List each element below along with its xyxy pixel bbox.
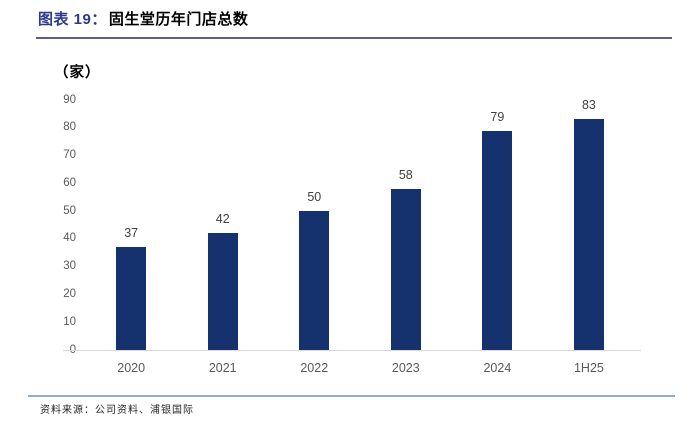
y-axis-unit-label: （家） bbox=[54, 65, 101, 81]
bar-2023 bbox=[390, 188, 421, 350]
x-tick-label: 2021 bbox=[208, 361, 237, 375]
x-tick-label: 2024 bbox=[483, 361, 512, 375]
bar-value-label: 37 bbox=[124, 226, 139, 241]
bar-value-label: 83 bbox=[581, 98, 596, 113]
y-tick-label: 0 bbox=[36, 343, 76, 358]
y-tick-label: 40 bbox=[63, 232, 76, 245]
header-divider bbox=[36, 37, 672, 39]
y-tick-label: 30 bbox=[63, 260, 76, 273]
y-tick-label: 70 bbox=[63, 149, 76, 162]
figure-title-text: 固生堂历年门店总数 bbox=[108, 11, 249, 28]
figure-title: 图表 19： 固生堂历年门店总数 bbox=[38, 8, 248, 29]
bar-2021 bbox=[207, 233, 238, 350]
y-tick-label: 50 bbox=[63, 204, 76, 217]
x-tick-label: 2023 bbox=[391, 361, 420, 375]
y-tick-label: 60 bbox=[63, 176, 76, 189]
source-note: 资料来源：公司资料、浦银国际 bbox=[40, 405, 194, 416]
bar-value-label: 79 bbox=[490, 109, 505, 124]
bar-value-label: 58 bbox=[398, 167, 413, 182]
bar-2022 bbox=[299, 211, 330, 350]
bar-2020 bbox=[116, 247, 147, 350]
figure-number: 图表 19： bbox=[38, 11, 107, 28]
y-tick-label: 90 bbox=[63, 93, 76, 106]
x-tick-label: 2022 bbox=[300, 361, 329, 375]
y-tick-label: 20 bbox=[63, 287, 76, 300]
bar-value-label: 50 bbox=[307, 190, 322, 205]
x-tick-label: 2020 bbox=[117, 361, 146, 375]
bar-2024 bbox=[482, 130, 513, 350]
x-axis-line bbox=[63, 350, 641, 351]
bar-1H25 bbox=[573, 119, 604, 350]
footer-divider bbox=[28, 395, 675, 397]
bar-value-label: 42 bbox=[215, 212, 230, 227]
x-tick-label: 1H25 bbox=[573, 361, 604, 375]
y-tick-label: 80 bbox=[63, 121, 76, 134]
y-tick-label: 10 bbox=[63, 315, 76, 328]
